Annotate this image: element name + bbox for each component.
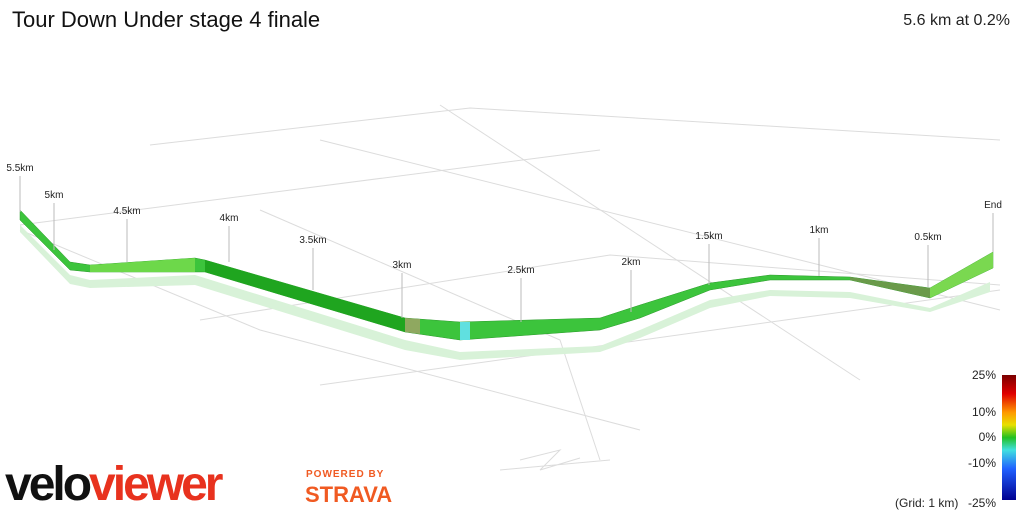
marker-label: 2.5km xyxy=(507,265,534,276)
marker-label: 3.5km xyxy=(299,235,326,246)
marker-label: 3km xyxy=(393,260,412,271)
legend-label: 25% xyxy=(972,368,996,382)
marker-label: 4.5km xyxy=(113,206,140,217)
marker-label: 4km xyxy=(220,213,239,224)
title: Tour Down Under stage 4 finale xyxy=(12,7,320,32)
summary: 5.6 km at 0.2% xyxy=(903,12,1010,29)
marker-label: 0.5km xyxy=(914,232,941,243)
legend-label: 0% xyxy=(979,430,997,444)
logo-first: velo xyxy=(5,458,91,511)
logo-second: viewer xyxy=(89,458,223,511)
strava: STRAVA xyxy=(305,482,392,507)
marker-label: 2km xyxy=(622,257,641,268)
route-shadow xyxy=(20,225,990,360)
marker-label: 1km xyxy=(810,225,829,236)
grid xyxy=(19,104,1001,471)
powered-by: POWERED BY xyxy=(306,469,384,480)
route-ribbon xyxy=(19,209,994,341)
marker-label: 1.5km xyxy=(695,231,722,242)
grid-note: (Grid: 1 km) xyxy=(895,496,958,510)
legend-label: -25% xyxy=(968,496,996,510)
legend-bar xyxy=(1002,375,1016,500)
legend-label: 10% xyxy=(972,405,996,419)
marker-label: End xyxy=(984,200,1002,211)
marker-label: 5.5km xyxy=(6,163,33,174)
marker-label: 5km xyxy=(45,190,64,201)
logo: veloviewer xyxy=(5,458,223,511)
legend-label: -10% xyxy=(968,456,996,470)
